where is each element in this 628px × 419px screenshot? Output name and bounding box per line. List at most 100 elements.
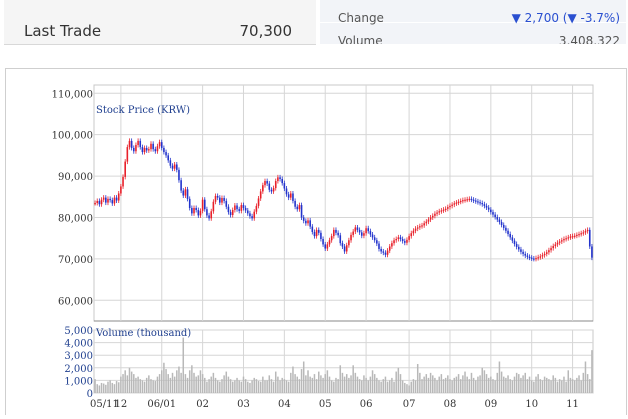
price-candle: [490, 209, 492, 213]
volume-bar: [343, 376, 346, 393]
price-candle: [545, 252, 548, 254]
volume-bar: [214, 377, 217, 393]
price-candle: [115, 197, 118, 201]
volume-bar: [459, 379, 462, 393]
price-candle: [126, 147, 129, 162]
volume-bar: [94, 379, 96, 393]
price-candle: [292, 193, 294, 201]
price-candle: [459, 200, 462, 203]
volume-bar: [466, 376, 468, 393]
volume-bar: [356, 376, 359, 393]
change-row: Change ▼ 2,700 (▼ -3.7%): [320, 0, 626, 25]
price-candle: [283, 183, 286, 189]
price-candle: [395, 239, 398, 241]
volume-bar: [569, 377, 572, 393]
volume-bar: [309, 376, 311, 393]
volume-bar: [204, 377, 206, 393]
volume-bar: [530, 380, 533, 393]
price-candle: [148, 149, 150, 151]
price-candle: [563, 239, 565, 241]
volume-bar: [251, 380, 253, 393]
volume-bar: [225, 371, 228, 393]
volume-bar: [122, 374, 124, 393]
price-candle: [191, 207, 193, 214]
volume-bar: [324, 374, 326, 393]
price-candle: [117, 193, 120, 201]
volume-bar: [481, 367, 483, 393]
volume-bar: [113, 384, 116, 393]
price-candle: [571, 236, 574, 238]
price-candle: [423, 223, 425, 226]
volume-bar: [539, 379, 542, 393]
volume-bar: [464, 371, 466, 393]
volume-bar: [589, 379, 591, 393]
price-candle: [520, 249, 522, 252]
volume-bar: [412, 379, 415, 393]
volume-bar: [102, 383, 105, 393]
price-candle: [427, 219, 430, 222]
price-candle: [573, 235, 576, 237]
volume-bar: [432, 375, 434, 393]
price-tick-label: 100,000: [52, 131, 93, 142]
price-candle: [285, 188, 288, 195]
price-candle: [378, 243, 380, 249]
price-candle: [227, 206, 230, 213]
price-candle: [580, 233, 582, 235]
volume-bar: [120, 376, 122, 393]
price-candle: [535, 258, 537, 260]
price-candle: [373, 237, 376, 241]
x-tick-label: 11: [566, 399, 579, 410]
price-candle: [277, 177, 279, 182]
last-trade-panel: Last Trade 70,300: [4, 0, 316, 45]
price-candle: [188, 198, 191, 208]
price-candle: [530, 257, 533, 259]
price-candle: [354, 227, 357, 232]
price-candle: [584, 231, 587, 233]
price-candle: [324, 244, 327, 249]
volume-bar: [475, 380, 477, 393]
price-candle: [244, 207, 247, 211]
price-candle: [309, 220, 311, 227]
volume-bar: [285, 380, 288, 393]
price-candle: [120, 186, 122, 194]
price-candle: [447, 207, 449, 209]
price-candle: [356, 227, 359, 230]
price-candle: [154, 149, 157, 152]
price-candle: [451, 204, 453, 206]
volume-bar: [408, 385, 410, 393]
price-candle: [416, 227, 419, 229]
volume-bar: [543, 376, 546, 393]
price-candle: [289, 193, 292, 198]
price-candle: [548, 250, 550, 253]
price-candle: [216, 195, 219, 198]
volume-bar: [333, 381, 335, 393]
volume-bar: [507, 375, 509, 393]
price-candle: [477, 201, 479, 203]
volume-bar: [388, 380, 391, 393]
price-candle: [96, 200, 99, 203]
price-candle: [107, 198, 109, 203]
volume-bar: [554, 377, 557, 393]
price-candle: [197, 210, 200, 216]
price-candle: [552, 246, 555, 249]
volume-bar: [236, 377, 238, 393]
volume-bar: [502, 376, 505, 393]
grid-layer: [93, 84, 594, 394]
price-candle: [109, 198, 111, 201]
volume-bar: [384, 376, 387, 393]
price-candle: [137, 140, 139, 146]
volume-bar: [511, 380, 514, 393]
price-candle: [105, 197, 107, 203]
volume-bar: [490, 376, 492, 393]
volume-bar: [576, 377, 578, 393]
volume-bar: [199, 370, 202, 393]
x-tick-label: 02: [196, 399, 209, 410]
price-candle: [203, 199, 206, 210]
volume-bar: [584, 361, 587, 393]
volume-bar: [191, 365, 193, 393]
price-candle: [533, 258, 535, 260]
price-candle: [578, 234, 580, 236]
volume-bar: [451, 380, 453, 393]
price-candle: [588, 229, 591, 247]
price-candle: [391, 243, 393, 247]
